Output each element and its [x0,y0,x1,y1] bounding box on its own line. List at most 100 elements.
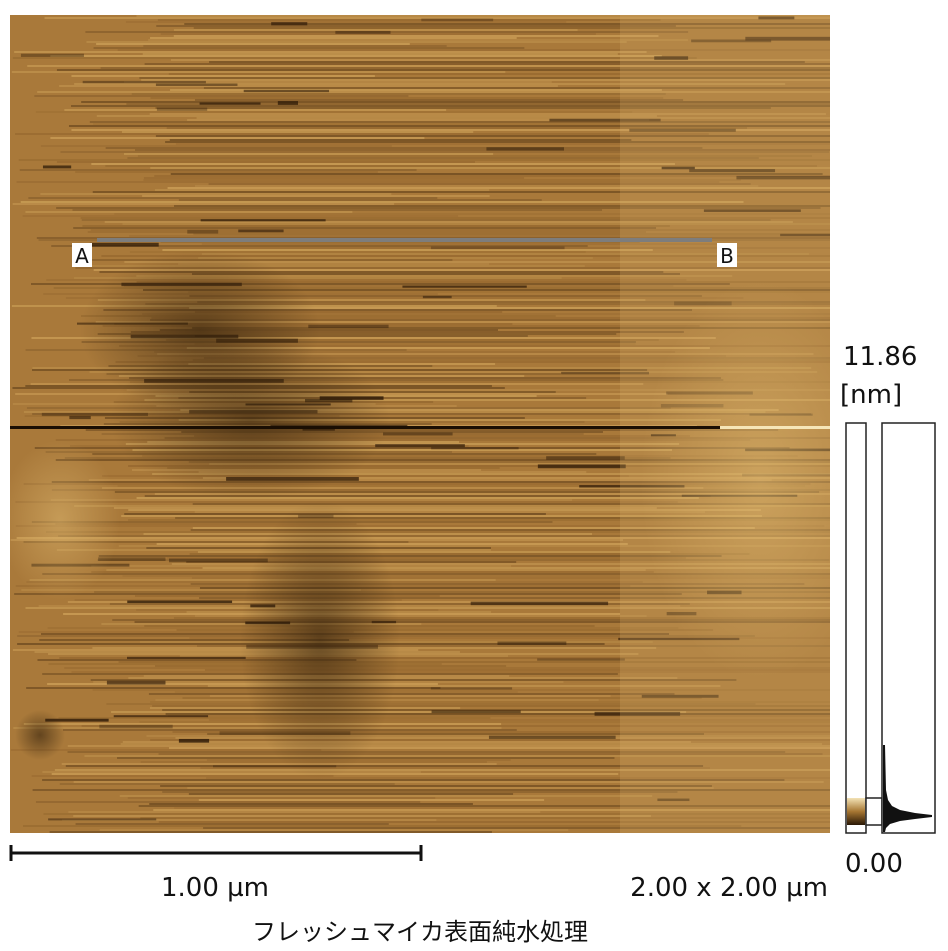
scan-line [40,193,391,195]
streak [69,416,90,419]
scan-line [143,45,446,47]
scan-line [28,197,437,199]
scale-bar-label: 1.00 µm [161,873,269,903]
scan-line [114,507,657,509]
streak [43,165,71,168]
scan-line [120,795,652,797]
scan-line [96,43,410,45]
scan-line [155,189,489,191]
streak [271,22,307,25]
streak [431,687,512,689]
scan-line [174,807,948,809]
scan-line [143,53,618,55]
streak [431,447,518,449]
streak [238,229,283,232]
scan-line [149,693,675,695]
scan-line [68,811,540,813]
scan-line [158,19,661,21]
streak [90,243,159,247]
scan-line [122,131,473,133]
scan-line [50,831,492,833]
scan-glitch [10,426,720,429]
streak [431,246,565,249]
scan-line [176,143,948,145]
streak [486,147,564,150]
streak [432,710,521,713]
scan-line [12,71,506,73]
scan-line [51,499,572,501]
scan-line [169,73,948,75]
scan-line [199,799,544,801]
scan-line [23,215,459,217]
scan-line [86,41,626,43]
scan-line [198,257,593,259]
scan-glitch [720,426,830,429]
streak [335,31,390,34]
scan-line [174,29,578,31]
scan-line [25,211,352,213]
streak [48,818,156,820]
streak [156,84,238,86]
scan-line [75,171,378,173]
streak [114,715,208,717]
scan-line [162,249,652,251]
scan-line [41,145,392,147]
scan-line [50,55,662,57]
scan-line [73,227,656,229]
scan-line [142,195,490,197]
scan-line [34,95,408,97]
scan-line [64,109,446,111]
scan-line [157,543,628,545]
height-image [0,15,948,833]
scan-line [60,783,395,785]
streak [99,725,172,729]
scan-line [197,117,948,119]
scan-line [57,161,475,163]
light-patch [640,280,880,680]
histogram-frame [882,423,935,833]
scan-line [148,39,688,41]
scan-line [189,793,513,795]
dark-patch [240,500,400,780]
scan-line [128,797,435,799]
scan-line [16,181,719,183]
streak [402,286,526,288]
streak [127,600,232,603]
scan-line [62,763,497,765]
scan-line [15,133,709,135]
scan-line [59,85,558,87]
streak [21,54,84,57]
streak [537,658,625,660]
color-bar-frame [846,423,866,833]
scan-line [76,823,389,825]
scan-line [93,123,620,125]
light-patch [0,440,120,600]
scan-line [14,51,646,53]
scan-line [13,727,501,729]
streak [107,681,166,685]
streak [179,739,209,743]
scan-line [100,829,569,831]
scale-min: 0.00 [845,849,903,879]
scan-line [162,791,677,793]
scan-line [150,37,517,39]
streak [278,101,298,105]
scan-line [42,771,420,773]
scan-line [72,209,601,211]
marker-b: B [720,244,734,268]
scan-line [91,163,675,165]
streak [157,108,207,111]
scan-line [124,153,493,155]
streak [375,444,465,447]
scan-line [13,57,697,59]
scan-line [128,677,677,679]
dark-patch [80,250,320,410]
scan-line [132,93,666,95]
streak [169,559,268,563]
scan-line [13,203,394,205]
scan-line [36,111,632,113]
scan-line [149,803,473,805]
scan-line [203,827,948,829]
streak [83,81,206,83]
streak [201,219,326,221]
